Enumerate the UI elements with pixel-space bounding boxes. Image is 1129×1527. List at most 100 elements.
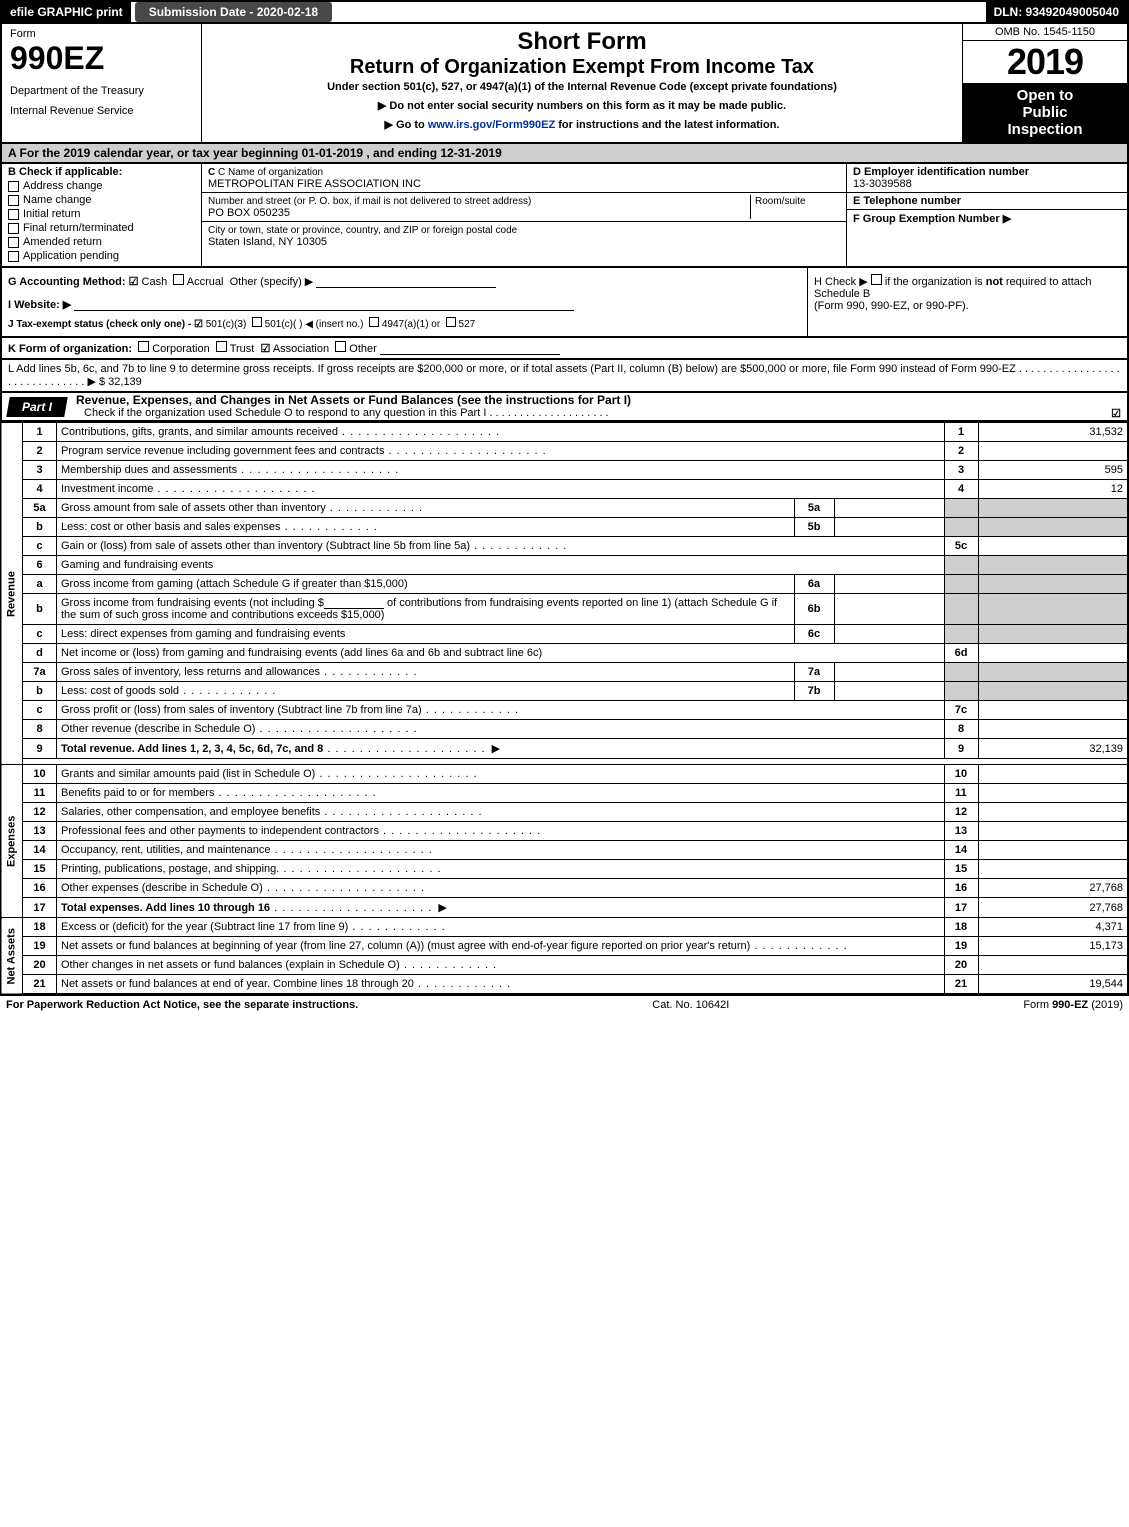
association-checkbox[interactable]: ☑ (260, 343, 270, 355)
line-8-row: 8 Other revenue (describe in Schedule O)… (1, 720, 1128, 739)
line-7a-val-shaded (978, 663, 1128, 682)
line-6c-sub: 6c (794, 625, 834, 644)
line-6b-amount-input[interactable] (324, 597, 384, 609)
accrual-label: Accrual (187, 276, 224, 288)
line-6d-text: Net income or (loss) from gaming and fun… (57, 644, 945, 663)
line-6c-text: Less: direct expenses from gaming and fu… (61, 628, 345, 640)
check-application-pending-label: Application pending (23, 250, 119, 262)
line-4-box: 4 (944, 480, 978, 499)
line-6b-box-shaded (944, 594, 978, 625)
page-footer: For Paperwork Reduction Act Notice, see … (0, 995, 1129, 1014)
line-19-row: 19 Net assets or fund balances at beginn… (1, 937, 1128, 956)
line-7c-value (978, 701, 1128, 720)
tax-exempt-status-row: J Tax-exempt status (check only one) - ☑… (8, 317, 801, 330)
line-3-row: 3 Membership dues and assessments 3 595 (1, 461, 1128, 480)
other-org-checkbox[interactable] (335, 341, 346, 352)
line-5c-row: c Gain or (loss) from sale of assets oth… (1, 537, 1128, 556)
expenses-vlabel: Expenses (1, 765, 23, 918)
line-20-row: 20 Other changes in net assets or fund b… (1, 956, 1128, 975)
check-final-return[interactable]: Final return/terminated (8, 222, 195, 234)
527-checkbox[interactable] (446, 317, 456, 327)
section-a-tax-year: A For the 2019 calendar year, or tax yea… (0, 144, 1129, 164)
website-input[interactable] (74, 299, 574, 311)
line-5c-text: Gain or (loss) from sale of assets other… (61, 540, 567, 552)
trust-checkbox[interactable] (216, 341, 227, 352)
open-line-3: Inspection (1007, 121, 1082, 138)
check-initial-return[interactable]: Initial return (8, 208, 195, 220)
line-7b-num: b (23, 682, 57, 701)
line-21-text: Net assets or fund balances at end of ye… (61, 978, 511, 990)
line-7b-val-shaded (978, 682, 1128, 701)
line-1-row: Revenue 1 Contributions, gifts, grants, … (1, 423, 1128, 442)
line-2-num: 2 (23, 442, 57, 461)
line-15-value (978, 860, 1128, 879)
section-j-label: J Tax-exempt status (check only one) - (8, 319, 191, 330)
line-7b-box-shaded (944, 682, 978, 701)
cash-checkbox[interactable]: ☑ (129, 276, 139, 288)
4947a1-checkbox[interactable] (369, 317, 379, 327)
line-6-val-shaded (978, 556, 1128, 575)
line-10-row: Expenses 10 Grants and similar amounts p… (1, 765, 1128, 784)
line-4-num: 4 (23, 480, 57, 499)
check-amended-return[interactable]: Amended return (8, 236, 195, 248)
accrual-checkbox[interactable] (173, 274, 184, 285)
line-21-num: 21 (23, 975, 57, 995)
section-b-title: B Check if applicable: (8, 166, 195, 178)
form-version: Form 990-EZ (2019) (1023, 999, 1123, 1011)
efile-print-label[interactable]: efile GRAPHIC print (2, 2, 131, 22)
line-12-row: 12 Salaries, other compensation, and emp… (1, 803, 1128, 822)
identity-row: B Check if applicable: Address change Na… (0, 164, 1129, 268)
instructions-link[interactable]: www.irs.gov/Form990EZ (428, 119, 555, 131)
line-7c-num: c (23, 701, 57, 720)
other-org-input[interactable] (380, 343, 560, 355)
line-7b-row: b Less: cost of goods sold 7b (1, 682, 1128, 701)
catalog-number: Cat. No. 10642I (652, 999, 729, 1011)
header-right: OMB No. 1545-1150 2019 Open to Public In… (962, 24, 1127, 142)
line-6d-row: d Net income or (loss) from gaming and f… (1, 644, 1128, 663)
form-number: 990EZ (10, 40, 193, 77)
501c3-checkbox[interactable]: ☑ (194, 319, 203, 330)
line-6c-row: c Less: direct expenses from gaming and … (1, 625, 1128, 644)
ein-value: 13-3039588 (853, 178, 912, 190)
revenue-vlabel: Revenue (1, 423, 23, 765)
check-name-change[interactable]: Name change (8, 194, 195, 206)
line-15-box: 15 (944, 860, 978, 879)
line-7b-text: Less: cost of goods sold (61, 685, 276, 697)
room-suite-label: Room/suite (755, 196, 806, 207)
other-method-label: Other (specify) ▶ (230, 276, 314, 288)
cash-label: Cash (142, 276, 168, 288)
corporation-checkbox[interactable] (138, 341, 149, 352)
line-14-text: Occupancy, rent, utilities, and maintena… (61, 844, 433, 856)
ssn-warning: ▶ Do not enter social security numbers o… (210, 99, 954, 112)
line-10-value (978, 765, 1128, 784)
501c-checkbox[interactable] (252, 317, 262, 327)
line-7c-box: 7c (944, 701, 978, 720)
line-6c-subval (834, 625, 944, 644)
check-application-pending[interactable]: Application pending (8, 250, 195, 262)
schedule-o-checkbox[interactable]: ☑ (1111, 407, 1121, 420)
line-14-value (978, 841, 1128, 860)
section-h-text1: H Check ▶ (814, 276, 868, 288)
line-6-box-shaded (944, 556, 978, 575)
line-5a-val-shaded (978, 499, 1128, 518)
org-name-value: METROPOLITAN FIRE ASSOCIATION INC (208, 178, 421, 190)
line-7a-text: Gross sales of inventory, less returns a… (61, 666, 417, 678)
line-6c-val-shaded (978, 625, 1128, 644)
schedule-b-checkbox[interactable] (871, 274, 882, 285)
line-5c-value (978, 537, 1128, 556)
line-17-text: Total expenses. Add lines 10 through 16 (61, 902, 270, 914)
line-7a-subval (834, 663, 944, 682)
section-h: H Check ▶ if the organization is not req… (807, 268, 1127, 336)
org-name-label: C C Name of organization (208, 167, 323, 178)
part-1-subtitle: Check if the organization used Schedule … (66, 407, 1127, 419)
line-11-box: 11 (944, 784, 978, 803)
line-6a-num: a (23, 575, 57, 594)
line-6c-num: c (23, 625, 57, 644)
check-address-change[interactable]: Address change (8, 180, 195, 192)
other-method-input[interactable] (316, 276, 496, 288)
line-12-text: Salaries, other compensation, and employ… (61, 806, 483, 818)
line-7a-row: 7a Gross sales of inventory, less return… (1, 663, 1128, 682)
line-6a-val-shaded (978, 575, 1128, 594)
line-5c-box: 5c (944, 537, 978, 556)
section-i-label: I Website: ▶ (8, 299, 71, 311)
